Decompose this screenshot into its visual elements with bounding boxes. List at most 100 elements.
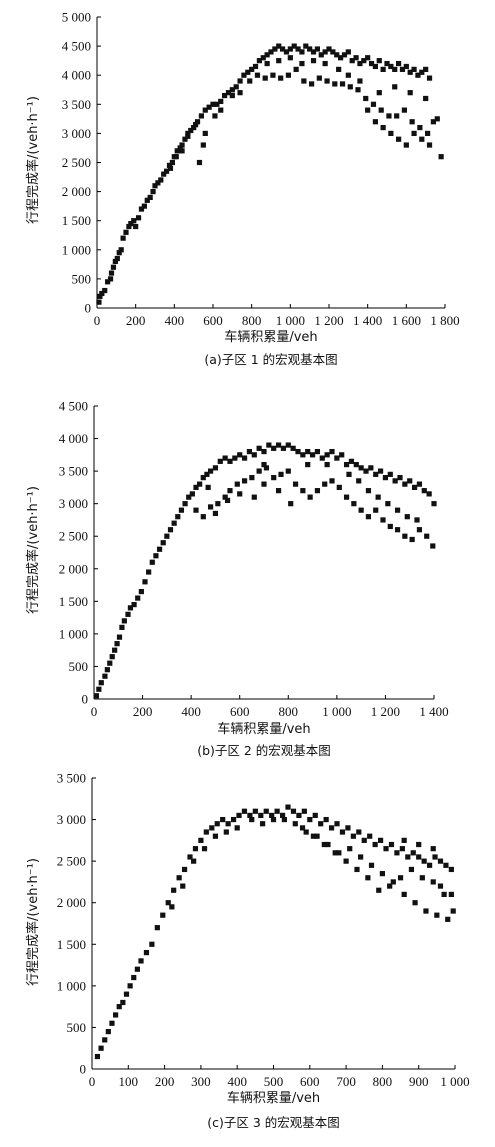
chart-caption: (a)子区 1 的宏观基本图 [204,352,337,367]
data-point [150,189,156,195]
data-point [392,478,398,484]
data-point [218,98,224,104]
data-point [203,829,209,835]
data-point [227,488,233,494]
y-tick-label: 1 500 [57,937,86,952]
data-point [421,488,427,494]
data-point [105,1028,111,1035]
data-point [376,58,382,64]
data-point [407,90,413,96]
data-point [102,1037,108,1043]
y-tick-label: 1 500 [59,594,88,609]
data-point [338,55,344,61]
data-point [285,804,291,810]
data-point [394,507,401,513]
data-point [114,641,120,647]
data-point [283,49,290,55]
data-point [154,925,160,931]
data-point [375,494,381,500]
data-point [98,680,104,686]
data-point [99,290,105,297]
x-tick-label: 1 200 [371,704,400,719]
data-point [275,488,282,494]
data-point [261,462,267,468]
x-tick-label: 200 [126,313,146,328]
data-point [123,229,129,235]
data-point [275,442,282,448]
data-point [367,833,373,839]
data-point [319,455,325,461]
data-point [303,829,309,835]
data-point [141,203,147,209]
data-point [402,481,408,487]
x-tick-label: 800 [373,1074,393,1089]
data-point [133,223,139,230]
y-tick-label: 2 000 [62,184,91,199]
data-point [251,494,257,500]
data-point [217,458,223,464]
data-point [222,494,228,500]
data-point [307,46,313,52]
data-point [96,299,102,305]
data-point [181,866,188,873]
y-tick-label: 0 [82,692,89,707]
data-point [403,63,409,70]
x-tick-label: 600 [300,1074,320,1089]
data-point [220,816,226,823]
data-point [322,60,328,67]
data-point [194,119,201,125]
y-tick-label: 1 000 [57,978,86,993]
data-point [347,84,353,90]
data-point [314,448,321,455]
data-point [237,78,243,84]
data-point [348,458,355,464]
data-point [278,471,284,477]
data-point [347,846,353,852]
data-point [102,673,108,679]
data-point [135,215,142,221]
data-point [169,159,175,166]
x-tick-label: 0 [94,313,101,328]
data-point [431,501,437,507]
data-point [138,206,145,212]
data-point [336,66,342,72]
y-tick-label: 3 000 [57,812,86,827]
data-point [368,465,374,471]
data-point [160,912,166,918]
x-tick-label: 600 [203,313,223,328]
data-point [363,468,369,474]
data-point [354,866,360,873]
data-point [260,821,266,827]
data-point [365,107,371,113]
data-point [372,841,378,848]
data-point [330,49,336,55]
data-point [328,825,335,831]
y-tick-label: 4 500 [62,39,91,54]
data-point [378,107,384,113]
data-point [182,501,188,507]
data-point [388,63,394,70]
data-point [187,854,193,860]
data-point [305,462,311,468]
data-point [296,812,302,819]
data-point [301,808,307,814]
data-point [252,63,259,70]
data-point [397,875,404,881]
data-point [321,841,327,848]
data-point [401,107,407,113]
data-point [372,63,378,70]
data-point [409,536,415,543]
data-point [300,452,306,458]
data-point [345,825,351,831]
y-axis-label: 行程完成率/(veh·h⁻¹) [25,486,41,614]
data-point [135,595,141,601]
data-point [225,821,231,827]
data-point [363,95,369,102]
x-tick-label: 0 [89,1074,96,1089]
data-point [379,871,385,877]
data-point [262,75,268,81]
data-point [263,465,270,471]
data-point [386,113,392,119]
data-point [407,478,413,484]
